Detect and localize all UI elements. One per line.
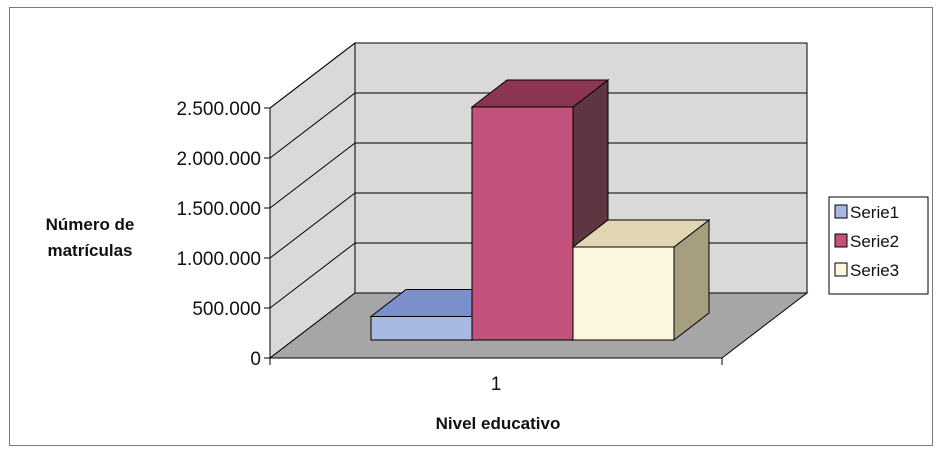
gridline [269,192,807,259]
gridline [269,142,807,209]
y-axis-ticks: 0 500.000 1.000.000 1.500.000 2.000.000 2.500… [176,99,270,370]
y-tick-label: 2.000.000 [176,149,261,170]
y-axis-title-line-1: Número de [46,215,135,234]
y-tick-label: 0 [250,349,261,370]
gridline [269,92,807,159]
y-tick-label: 1.500.000 [176,199,261,220]
legend-item-serie3: Serie3 [834,261,899,280]
gridline [269,42,807,109]
svg-text:Serie2: Serie2 [850,232,899,251]
x-axis-title: Nivel educativo [436,414,561,433]
y-tick-label: 500.000 [192,299,261,320]
legend-item-serie2: Serie2 [834,232,899,251]
y-tick-label: 1.000.000 [176,249,261,270]
x-tick-label: 1 [491,374,502,395]
y-tick-label: 2.500.000 [176,99,261,120]
bars [369,78,711,342]
legend: Serie1 Serie2 Serie3 [828,196,929,295]
svg-text:Serie1: Serie1 [850,203,899,222]
y-axis-title-line-2: matrículas [47,241,132,260]
svg-text:Serie3: Serie3 [850,261,899,280]
x-axis-ticks: 1 [269,358,723,395]
bar-serie3 [571,218,711,342]
legend-item-serie1: Serie1 [834,203,899,222]
